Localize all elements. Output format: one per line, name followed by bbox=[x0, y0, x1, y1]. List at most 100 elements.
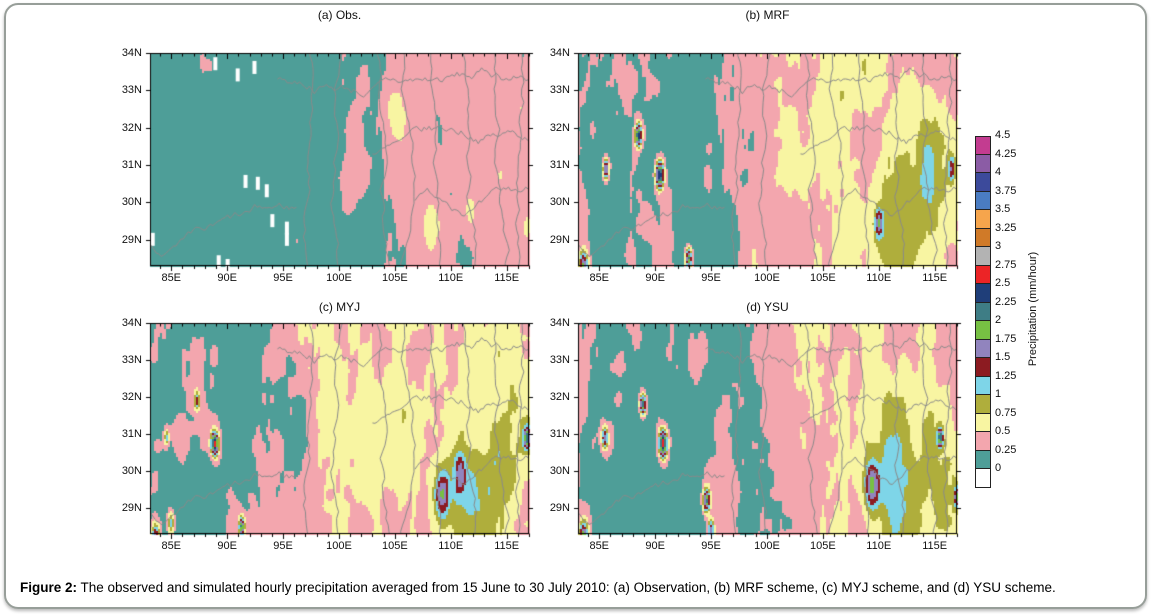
colorbar-segment bbox=[975, 395, 991, 414]
colorbar-segment bbox=[975, 154, 991, 174]
x-tick-label: 90E bbox=[217, 540, 237, 552]
x-tick-label: 90E bbox=[217, 272, 237, 284]
colorbar-segment bbox=[975, 358, 991, 377]
x-tick-label: 100E bbox=[326, 540, 352, 552]
x-tick-label: 115E bbox=[494, 272, 520, 284]
y-tick-label: 34N bbox=[121, 47, 142, 59]
x-tick-label: 85E bbox=[161, 272, 182, 284]
colorbar-tick-label: 4.5 bbox=[995, 129, 1011, 141]
y-tick-label: 30N bbox=[121, 465, 142, 478]
x-tick-label: 85E bbox=[589, 540, 610, 552]
colorbar-tick-label: 2 bbox=[995, 314, 1002, 327]
y-tick-label: 34N bbox=[121, 317, 142, 329]
y-tick-label: 29N bbox=[121, 502, 142, 515]
colorbar-segment bbox=[975, 469, 991, 488]
colorbar-segment bbox=[975, 247, 991, 266]
x-tick-label: 100E bbox=[326, 272, 352, 284]
colorbar-tick-label: 1.75 bbox=[995, 332, 1017, 345]
y-tick-label: 30N bbox=[549, 465, 570, 478]
precip-map-canvas bbox=[570, 45, 965, 274]
colorbar-tick-label: 1.5 bbox=[995, 351, 1011, 364]
colorbar-tick-label: 0.5 bbox=[995, 425, 1011, 438]
colorbar-title: Precipitation (mm/hour) bbox=[1027, 251, 1039, 367]
colorbar-tick-label: 2.25 bbox=[995, 295, 1017, 308]
x-tick-label: 115E bbox=[494, 540, 520, 552]
y-tick-label: 33N bbox=[121, 84, 142, 97]
panel-title: (a) Obs. bbox=[317, 8, 362, 22]
y-tick-label: 32N bbox=[121, 391, 142, 404]
y-tick-label: 29N bbox=[549, 502, 570, 515]
x-tick-label: 110E bbox=[438, 272, 464, 284]
y-tick-label: 29N bbox=[121, 233, 142, 246]
x-tick-label: 100E bbox=[754, 272, 780, 284]
x-tick-label: 95E bbox=[273, 540, 293, 552]
precip-map-canvas bbox=[570, 315, 965, 542]
colorbar-tick-label: 3.25 bbox=[995, 221, 1017, 234]
colorbar-tick-label: 0 bbox=[995, 462, 1002, 475]
colorbar-tick-label: 0.25 bbox=[995, 443, 1017, 456]
x-tick-label: 100E bbox=[754, 540, 780, 552]
colorbar-tick-label: 0.75 bbox=[995, 406, 1017, 419]
y-tick-label: 31N bbox=[549, 159, 570, 172]
x-tick-label: 110E bbox=[866, 540, 892, 552]
x-tick-label: 105E bbox=[809, 540, 836, 552]
colorbar-segment bbox=[975, 284, 991, 303]
colorbar-tick-label: 1.25 bbox=[995, 369, 1017, 382]
panel-title: (d) YSU bbox=[746, 300, 789, 314]
colorbar-segment bbox=[975, 413, 991, 433]
colorbar-segment bbox=[975, 432, 991, 451]
colorbar-segment bbox=[975, 302, 991, 322]
colorbar-segment bbox=[975, 339, 991, 359]
precip-map-canvas bbox=[142, 45, 537, 274]
caption-label: Figure 2: bbox=[20, 579, 78, 595]
x-tick-label: 85E bbox=[589, 272, 610, 284]
colorbar-segment bbox=[975, 210, 991, 229]
colorbar-tick-label: 3 bbox=[995, 240, 1002, 253]
y-tick-label: 33N bbox=[549, 354, 570, 367]
precip-map-canvas bbox=[142, 315, 537, 542]
y-tick-label: 29N bbox=[549, 233, 570, 246]
y-tick-label: 32N bbox=[549, 391, 570, 404]
y-tick-label: 31N bbox=[121, 428, 142, 441]
colorbar-segment bbox=[975, 450, 991, 470]
x-tick-label: 95E bbox=[701, 272, 721, 284]
panel-title: (c) MYJ bbox=[318, 300, 361, 314]
x-tick-label: 105E bbox=[381, 540, 408, 552]
colorbar-tick-label: 2.5 bbox=[995, 277, 1011, 290]
x-tick-label: 95E bbox=[701, 540, 721, 552]
colorbar-segment bbox=[975, 173, 991, 192]
x-tick-label: 110E bbox=[866, 272, 892, 284]
x-tick-label: 115E bbox=[922, 272, 948, 284]
y-tick-label: 34N bbox=[549, 47, 570, 59]
y-tick-label: 34N bbox=[549, 317, 570, 329]
y-tick-label: 31N bbox=[121, 159, 142, 172]
colorbar-tick-label: 4 bbox=[995, 166, 1002, 179]
colorbar-segment bbox=[975, 376, 991, 396]
colorbar-segment bbox=[975, 191, 991, 211]
colorbar-segment bbox=[975, 321, 991, 340]
x-tick-label: 115E bbox=[922, 540, 948, 552]
panel-title: (b) MRF bbox=[745, 8, 790, 22]
colorbar bbox=[975, 136, 991, 488]
y-tick-label: 32N bbox=[549, 121, 570, 134]
colorbar-tick-label: 3.5 bbox=[995, 203, 1011, 216]
x-tick-label: 105E bbox=[809, 272, 836, 284]
colorbar-tick-label: 3.75 bbox=[995, 184, 1017, 197]
x-tick-label: 85E bbox=[161, 540, 182, 552]
x-tick-label: 105E bbox=[381, 272, 408, 284]
figure-caption: Figure 2: The observed and simulated hou… bbox=[20, 578, 1132, 597]
y-tick-label: 30N bbox=[549, 196, 570, 209]
y-tick-label: 32N bbox=[121, 121, 142, 134]
y-tick-label: 33N bbox=[121, 354, 142, 367]
x-tick-label: 90E bbox=[645, 540, 665, 552]
colorbar-segment bbox=[975, 228, 991, 248]
colorbar-tick-label: 1 bbox=[995, 388, 1002, 401]
colorbar-tick-label: 2.75 bbox=[995, 258, 1017, 271]
caption-text: The observed and simulated hourly precip… bbox=[77, 579, 1056, 595]
y-tick-label: 33N bbox=[549, 84, 570, 97]
